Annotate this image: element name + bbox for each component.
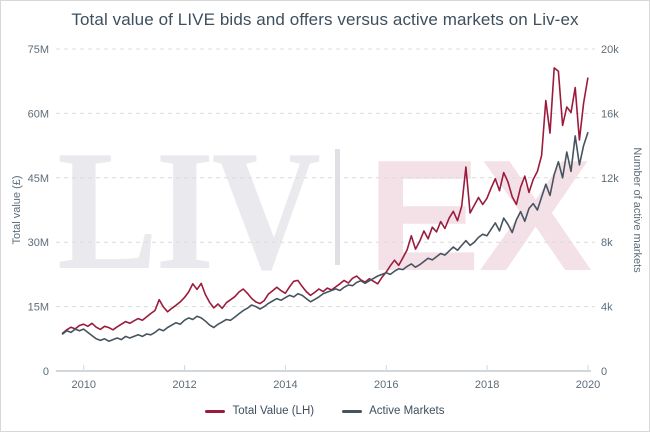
x-tick-label: 2012 [172, 379, 196, 391]
chart-legend: Total Value (LH) Active Markets [1, 405, 649, 417]
right-tick-label: 20k [601, 44, 619, 56]
x-tick-label: 2014 [273, 379, 297, 391]
watermark-divider [335, 149, 340, 265]
series-line-active-markets [61, 131, 589, 343]
right-tick-label: 16k [601, 108, 619, 120]
x-tick-label: 2010 [71, 379, 95, 391]
x-tick-label: 2020 [576, 379, 600, 391]
legend-label-total-value: Total Value (LH) [232, 405, 315, 417]
watermark-liv-text: LIV [57, 116, 321, 306]
left-tick-label: 45M [28, 173, 49, 185]
right-tick-label: 4k [601, 302, 613, 314]
right-tick-label: 12k [601, 173, 619, 185]
series-line-total-value-lh [61, 67, 589, 335]
right-axis-title: Number of active markets [631, 147, 643, 273]
right-tick-label: 8k [601, 237, 613, 249]
legend-swatch-total-value [205, 409, 226, 413]
chart-title: Total value of LIVE bids and offers vers… [71, 10, 579, 29]
left-tick-label: 15M [28, 302, 49, 314]
legend-swatch-active-markets [342, 409, 363, 413]
legend-item-total-value[interactable]: Total Value (LH) [205, 405, 314, 417]
x-tick-label: 2018 [475, 379, 499, 391]
right-tick-label: 0 [601, 366, 607, 378]
left-tick-label: 75M [28, 44, 49, 56]
left-tick-label: 0 [43, 366, 49, 378]
legend-label-active-markets: Active Markets [369, 405, 445, 417]
left-tick-label: 60M [28, 108, 49, 120]
legend-item-active-markets[interactable]: Active Markets [342, 405, 445, 417]
left-tick-label: 30M [28, 237, 49, 249]
left-axis-title: Total value (£) [11, 175, 23, 245]
x-tick-label: 2016 [374, 379, 398, 391]
